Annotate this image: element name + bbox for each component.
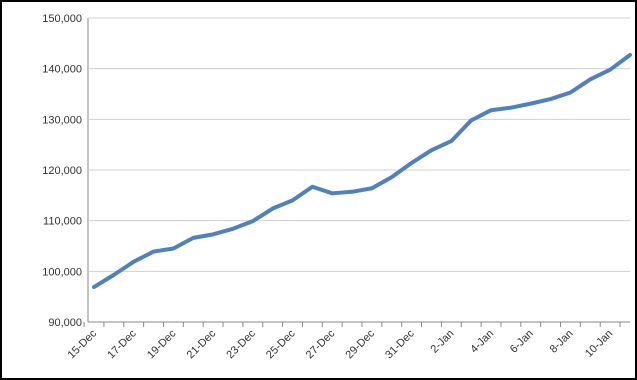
y-tick-label: 90,000 bbox=[48, 317, 82, 329]
y-tick-label: 140,000 bbox=[42, 64, 82, 76]
y-tick-label: 110,000 bbox=[43, 216, 82, 228]
y-tick-label: 120,000 bbox=[42, 165, 82, 177]
y-tick-label: 150,000 bbox=[42, 13, 82, 25]
y-tick-label: 100,000 bbox=[42, 266, 82, 278]
y-tick-label: 130,000 bbox=[42, 114, 82, 126]
line-series bbox=[92, 52, 632, 290]
